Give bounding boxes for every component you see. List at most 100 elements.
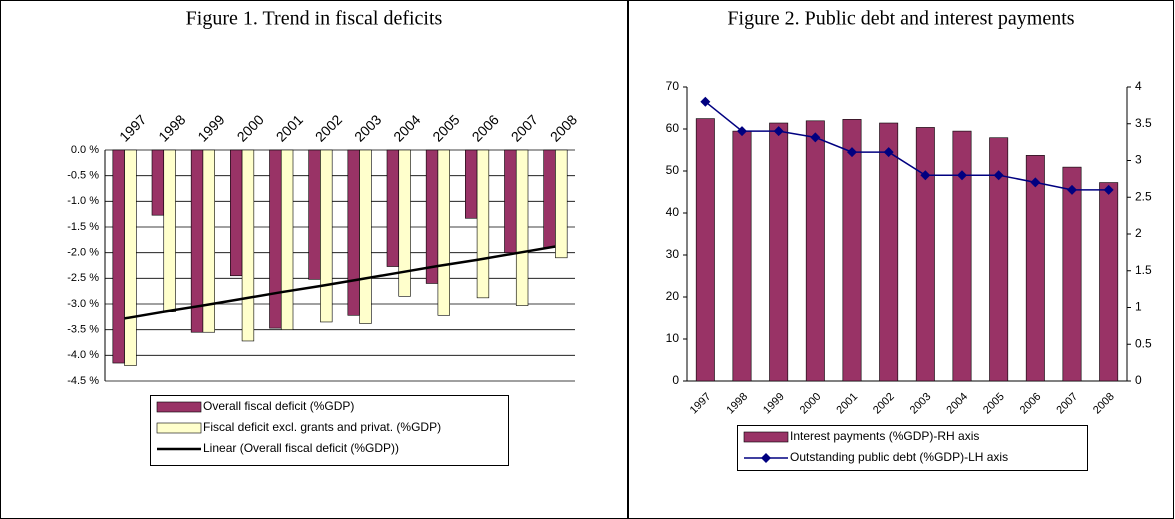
bar <box>398 149 411 297</box>
point <box>1030 177 1041 188</box>
y-tick-label: -1.0 % <box>67 195 99 207</box>
y2-tick-label: 1 <box>1135 300 1142 314</box>
bar <box>465 149 478 219</box>
y2-tick-label: 3.5 <box>1135 116 1152 130</box>
legend-label: Fiscal deficit excl. grants and privat. … <box>203 420 441 434</box>
y2-tick-label: 1.5 <box>1135 263 1152 277</box>
y-tick-label: -3.0 % <box>67 298 99 310</box>
y-tick-label: -0.5 % <box>67 170 99 182</box>
bar <box>879 122 899 382</box>
bar <box>124 149 137 366</box>
point <box>847 147 857 158</box>
y-tick-label: 0.0 % <box>71 144 99 156</box>
bar <box>425 149 439 284</box>
legend-label: Interest payments (%GDP)-RH axis <box>790 429 979 443</box>
bar <box>769 122 789 382</box>
y-tick-label: -2.0 % <box>67 247 99 259</box>
bar <box>347 149 360 316</box>
bar <box>386 149 400 267</box>
x-tick-label: 1999 <box>761 391 787 417</box>
bar <box>504 149 517 253</box>
bar <box>151 149 165 216</box>
point <box>957 170 967 181</box>
x-tick-label: 1997 <box>688 391 714 417</box>
x-tick-label: 2001 <box>834 391 860 417</box>
legend <box>737 425 1088 471</box>
x-tick-label: 2003 <box>908 391 934 417</box>
point <box>773 126 784 137</box>
x-tick-label: 2002 <box>871 391 897 417</box>
x-tick-label: 2004 <box>390 111 423 144</box>
y-tick-label: 30 <box>666 247 680 261</box>
y-tick-label: 70 <box>666 79 680 93</box>
bar <box>112 149 125 364</box>
y-tick-label: 0 <box>672 373 679 387</box>
y2-tick-label: 0 <box>1135 373 1142 387</box>
point <box>920 170 931 181</box>
legend-label: Outstanding public debt (%GDP)-LH axis <box>790 450 1008 464</box>
bar <box>1099 182 1119 382</box>
x-tick-label: 2006 <box>469 111 502 144</box>
y-tick-label: 40 <box>666 205 680 219</box>
bar <box>202 149 215 333</box>
bar <box>308 149 321 280</box>
bar <box>515 149 529 306</box>
x-tick-label: 2001 <box>273 111 306 144</box>
x-tick-label: 2003 <box>351 111 384 144</box>
y-tick-label: -3.5 % <box>67 324 99 336</box>
x-tick-label: 2000 <box>234 111 267 144</box>
bar <box>230 149 243 277</box>
x-tick-label: 2008 <box>547 111 580 144</box>
y-tick-label: 10 <box>666 331 680 345</box>
bar <box>952 130 972 382</box>
x-tick-label: 2002 <box>312 111 345 144</box>
x-tick-label: 2000 <box>798 391 824 417</box>
y-tick-label: 20 <box>666 289 680 303</box>
trend-line <box>124 245 556 320</box>
y2-tick-label: 3 <box>1135 153 1142 167</box>
legend-swatch <box>156 422 202 434</box>
bar <box>543 149 556 248</box>
bar <box>163 149 176 312</box>
y2-tick-label: 4 <box>1135 79 1142 93</box>
point <box>810 132 821 143</box>
chart-title: Figure 1. Trend in fiscal deficits <box>186 8 443 30</box>
x-tick-label: 2008 <box>1091 391 1117 417</box>
bar <box>989 137 1009 382</box>
line <box>704 101 1109 191</box>
y2-tick-label: 2 <box>1135 226 1142 240</box>
x-tick-label: 2005 <box>981 391 1007 417</box>
y2-tick-label: 0.5 <box>1135 336 1152 350</box>
x-tick-label: 2005 <box>429 111 462 144</box>
bar <box>280 149 294 330</box>
y-tick-label: 60 <box>666 121 680 135</box>
x-tick-label: 2006 <box>1018 391 1044 417</box>
x-tick-label: 1998 <box>724 391 750 417</box>
chart-title: Figure 2. Public debt and interest payme… <box>727 8 1074 30</box>
x-tick-label: 1998 <box>155 111 188 144</box>
point <box>993 170 1004 181</box>
legend-swatch <box>156 401 202 413</box>
y-tick-label: -2.5 % <box>67 272 99 284</box>
bar <box>476 149 490 299</box>
y-tick-label: 50 <box>666 163 680 177</box>
point <box>1067 184 1077 195</box>
point <box>737 126 747 137</box>
y-tick-label: -4.0 % <box>67 349 99 361</box>
x-tick-label: 1997 <box>116 111 149 144</box>
bar <box>1062 166 1082 382</box>
bar <box>555 149 568 259</box>
y-tick-label: -1.5 % <box>67 221 99 233</box>
legend-label: Overall fiscal deficit (%GDP) <box>203 399 354 413</box>
bar <box>359 149 372 324</box>
point <box>1103 184 1114 195</box>
point <box>700 96 711 107</box>
bar <box>320 149 333 323</box>
x-tick-label: 2007 <box>1054 391 1080 417</box>
x-tick-label: 2004 <box>944 391 970 417</box>
bar <box>241 149 255 342</box>
bar <box>805 120 825 382</box>
y2-tick-label: 2.5 <box>1135 189 1152 203</box>
x-tick-label: 1999 <box>194 111 227 144</box>
